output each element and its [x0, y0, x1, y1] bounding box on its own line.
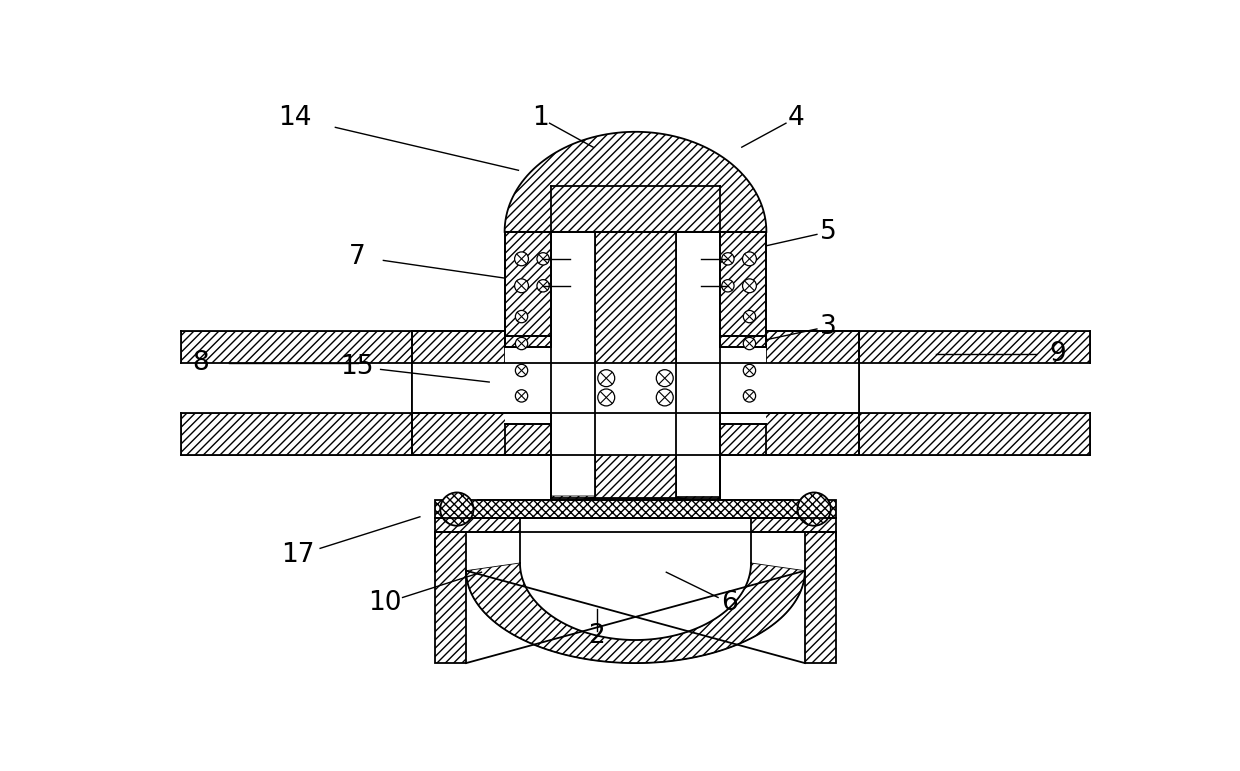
Text: 17: 17 [281, 542, 315, 568]
Text: 2: 2 [589, 623, 605, 649]
Circle shape [516, 389, 528, 402]
Circle shape [516, 338, 528, 350]
Circle shape [537, 253, 549, 265]
Polygon shape [720, 336, 766, 424]
Polygon shape [181, 332, 412, 363]
Polygon shape [505, 232, 551, 348]
Circle shape [598, 389, 615, 406]
Polygon shape [520, 532, 751, 640]
Polygon shape [412, 412, 595, 505]
Circle shape [797, 493, 831, 526]
Polygon shape [505, 132, 766, 232]
Polygon shape [412, 363, 505, 412]
Polygon shape [551, 363, 720, 412]
Text: 6: 6 [722, 590, 738, 616]
Circle shape [743, 311, 755, 323]
Polygon shape [466, 563, 805, 663]
Polygon shape [595, 232, 676, 497]
Text: 5: 5 [820, 219, 836, 245]
Polygon shape [859, 332, 1090, 363]
Text: 8: 8 [192, 350, 208, 375]
Circle shape [743, 365, 755, 377]
Circle shape [743, 389, 755, 402]
Polygon shape [720, 424, 766, 455]
Polygon shape [751, 518, 836, 532]
Circle shape [656, 370, 673, 387]
Polygon shape [412, 332, 505, 455]
Circle shape [537, 280, 549, 292]
Circle shape [743, 338, 755, 350]
Bar [435, 500, 836, 518]
Circle shape [722, 280, 734, 292]
Polygon shape [676, 496, 720, 505]
Polygon shape [435, 532, 466, 663]
Polygon shape [676, 412, 859, 505]
Polygon shape [551, 363, 720, 412]
Text: 1: 1 [532, 105, 548, 131]
Circle shape [515, 279, 528, 293]
Circle shape [743, 279, 756, 293]
Polygon shape [720, 336, 766, 348]
Polygon shape [720, 232, 766, 348]
Text: 3: 3 [820, 314, 836, 339]
Circle shape [516, 311, 528, 323]
Polygon shape [805, 532, 836, 663]
Polygon shape [859, 363, 1090, 412]
Circle shape [743, 252, 756, 266]
Polygon shape [766, 332, 859, 455]
Circle shape [515, 252, 528, 266]
Polygon shape [505, 336, 551, 348]
Polygon shape [551, 412, 720, 455]
Text: 14: 14 [279, 105, 312, 131]
Circle shape [516, 365, 528, 377]
Circle shape [440, 493, 474, 526]
Polygon shape [505, 424, 551, 455]
Polygon shape [181, 363, 412, 412]
Circle shape [656, 389, 673, 406]
Polygon shape [551, 496, 595, 505]
Text: 7: 7 [348, 244, 365, 270]
Polygon shape [505, 336, 551, 424]
Polygon shape [859, 412, 1090, 455]
Circle shape [722, 253, 734, 265]
Polygon shape [435, 518, 520, 532]
Text: 15: 15 [340, 354, 373, 379]
Text: 9: 9 [1049, 341, 1066, 366]
Text: 10: 10 [368, 590, 402, 616]
Circle shape [598, 370, 615, 387]
Polygon shape [766, 363, 859, 412]
Text: 4: 4 [787, 105, 804, 131]
Polygon shape [181, 412, 412, 455]
